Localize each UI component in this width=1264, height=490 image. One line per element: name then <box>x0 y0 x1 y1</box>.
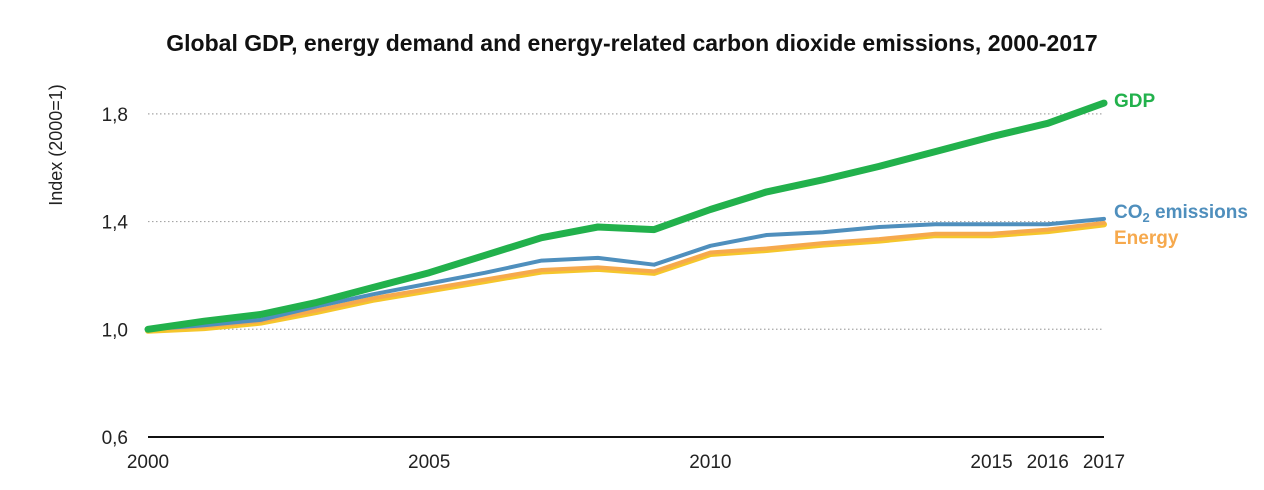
series-labels: GDP CO2 emissions Energy <box>1114 91 1248 249</box>
series-layer <box>144 99 1108 334</box>
series-line-energy <box>146 220 1106 332</box>
x-tick-label: 2005 <box>408 452 450 473</box>
x-tick-label: 2015 <box>970 452 1012 473</box>
x-tick-label: 2016 <box>1027 452 1069 473</box>
y-tick-label: 1,8 <box>102 105 128 126</box>
x-tick-label: 2017 <box>1083 452 1125 473</box>
series-label-co2-main: CO <box>1114 202 1143 223</box>
series-label-co2-emissions: CO2 emissions <box>1114 202 1248 225</box>
x-tick-label: 2010 <box>689 452 731 473</box>
series-label-co2-subscript: 2 <box>1143 210 1150 225</box>
x-tick-label: 2000 <box>127 452 169 473</box>
y-tick-label: 1,0 <box>102 320 128 341</box>
series-label-energy: Energy <box>1114 228 1179 249</box>
series-line-gdp <box>144 99 1108 333</box>
x-tick-labels: 2000 2005 2010 2015 2016 2017 <box>127 452 1125 473</box>
series-label-gdp: GDP <box>1114 91 1156 112</box>
chart-title: Global GDP, energy demand and energy-rel… <box>166 30 1098 56</box>
series-line-co2-emissions <box>146 216 1106 332</box>
y-axis-label: Index (2000=1) <box>46 84 66 206</box>
series-label-co2-tail: emissions <box>1150 202 1248 223</box>
grid-layer <box>148 113 1104 330</box>
y-tick-labels: 0,6 1,0 1,4 1,8 <box>102 105 129 449</box>
y-tick-label: 1,4 <box>102 213 129 234</box>
y-tick-label: 0,6 <box>102 428 128 449</box>
